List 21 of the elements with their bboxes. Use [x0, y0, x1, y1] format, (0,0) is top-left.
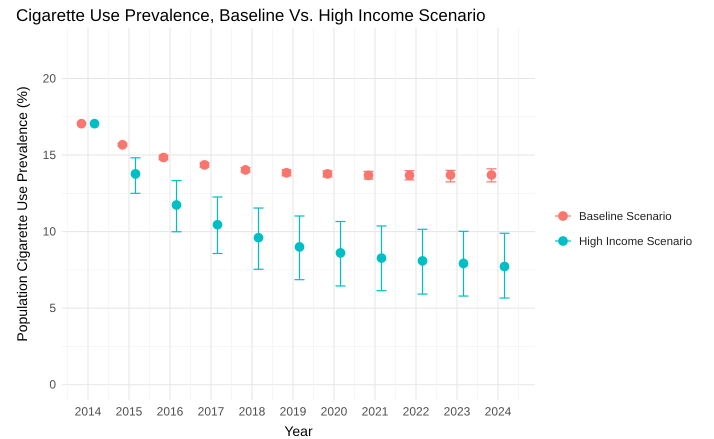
x-tick-label: 2020 [320, 404, 348, 419]
y-axis-title: Population Cigarette Use Prevalence (%) [14, 86, 30, 342]
x-tick-label: 2015 [116, 404, 143, 419]
legend-label: Baseline Scenario [579, 211, 672, 223]
x-tick-label: 2019 [280, 404, 307, 419]
y-tick-label: 10 [42, 224, 56, 238]
x-tick-label: 2018 [238, 404, 266, 419]
x-tick-label: 2014 [74, 404, 102, 419]
x-tick-label: 2017 [198, 404, 225, 419]
x-tick-label: 2022 [402, 404, 430, 419]
x-tick-label: 2016 [156, 404, 184, 419]
x-tick-label: 2021 [362, 404, 389, 419]
x-tick-label: 2023 [444, 404, 471, 419]
y-tick-label: 5 [49, 300, 56, 315]
y-tick-label: 20 [42, 71, 56, 86]
x-axis-title: Year [284, 423, 313, 439]
legend-label: High Income Scenario [579, 236, 692, 248]
y-tick-label: 15 [42, 148, 56, 162]
y-tick-label: 0 [49, 378, 56, 392]
x-tick-label: 2024 [484, 404, 512, 419]
chart-title: Cigarette Use Prevalence, Baseline Vs. High Income Scenario [16, 6, 486, 25]
